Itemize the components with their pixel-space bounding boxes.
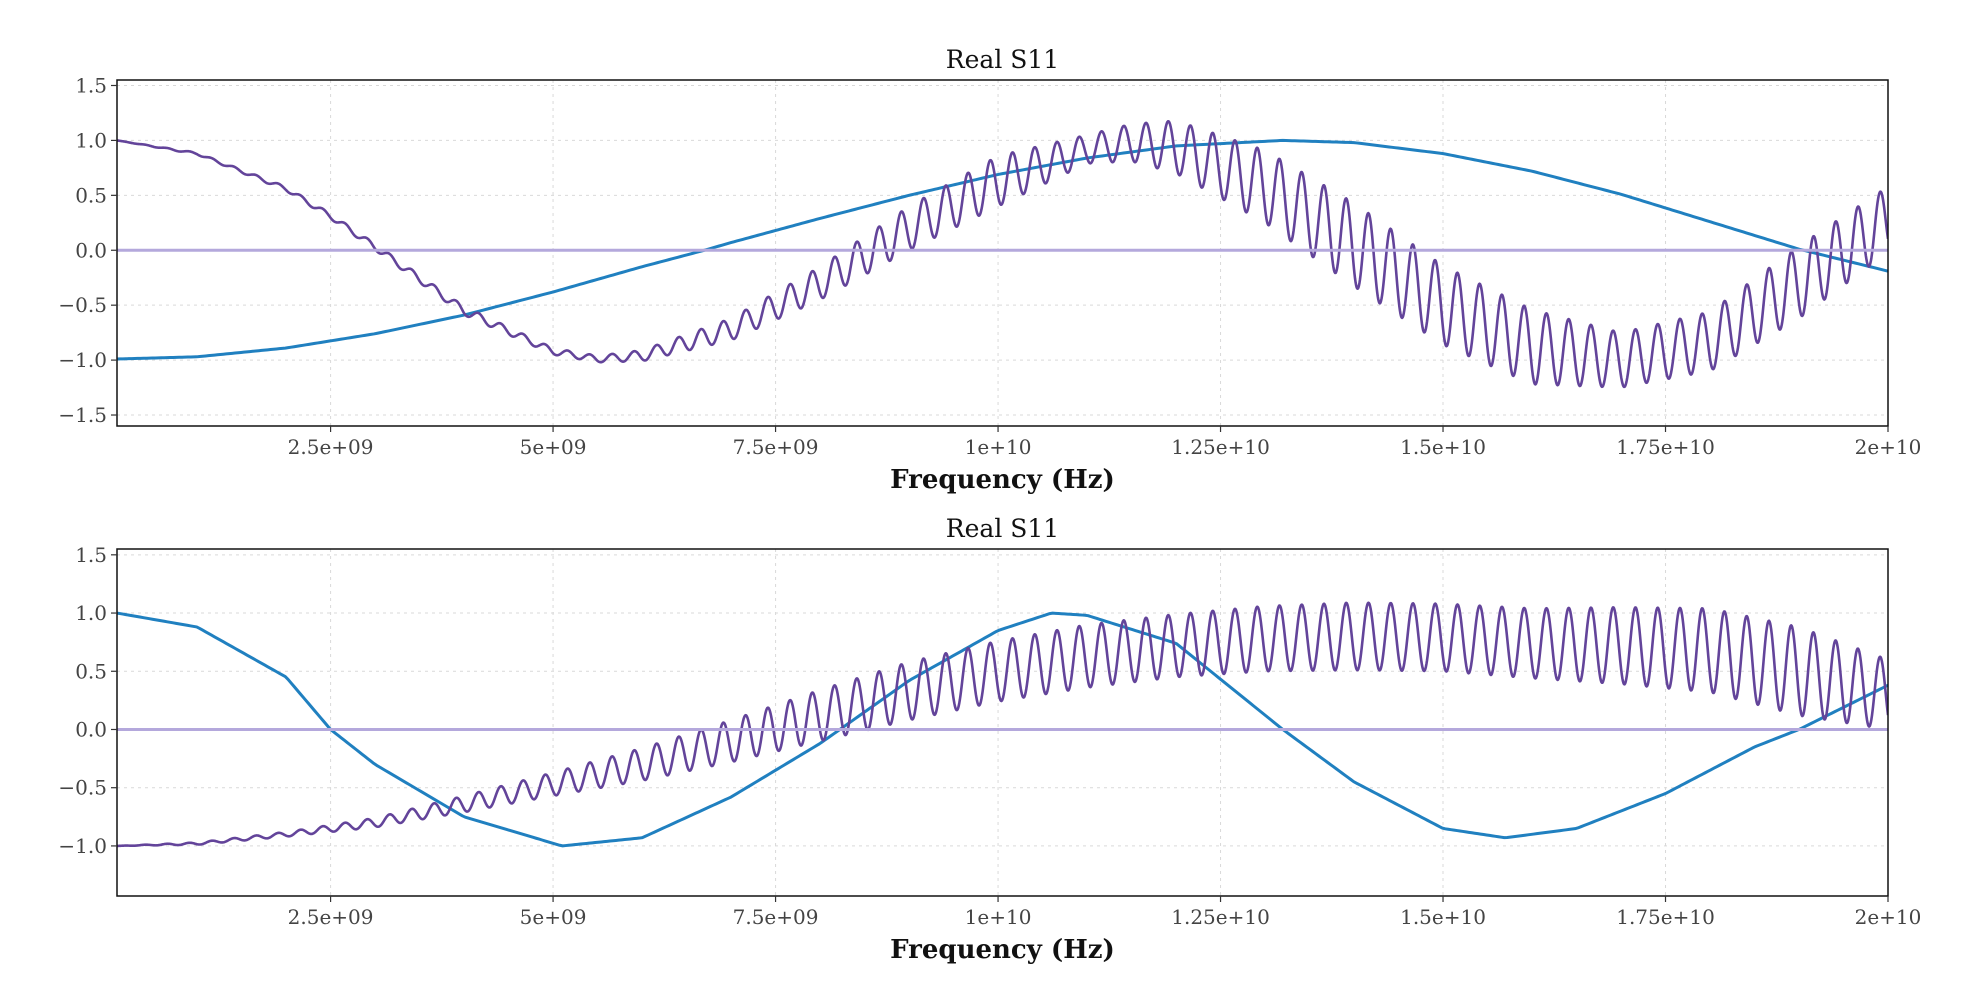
x-tick-label: 2e+10 [1855,905,1922,929]
plot-frame [116,548,1889,897]
y-tick-label: 0.0 [75,717,107,741]
x-tick-label: 1.25e+10 [1171,905,1270,929]
chart-title: Real S11 [946,45,1059,74]
series-line-1 [117,611,1888,848]
y-tick-label: 1.5 [75,543,107,567]
x-tick-label: 2e+10 [1855,435,1922,459]
y-tick-label: −1.5 [58,403,107,427]
x-tick-label: 1e+10 [965,905,1032,929]
y-tick-label: 1.0 [75,128,107,152]
chart-title: Real S11 [946,514,1059,543]
y-tick-label: −0.5 [58,776,107,800]
series-line-2 [117,601,1888,848]
x-tick-label: 5e+09 [520,905,587,929]
y-tick-label: −0.5 [58,293,107,317]
x-axis-label: Frequency (Hz) [890,935,1115,965]
plot-frame [116,79,1889,427]
series-line-1 [117,138,1888,361]
x-axis-label: Frequency (Hz) [890,465,1115,495]
x-tick-label: 1.75e+10 [1616,905,1715,929]
x-tick-label: 1.5e+10 [1400,435,1486,459]
y-tick-label: −1.0 [58,348,107,372]
series-line-2 [117,119,1888,389]
chart-panel-2: 2.5e+09 5e+09 7.5e+09 1e+10 1.25e+10 1.5e+10 1… [58,514,1921,965]
y-tick-label: 0.5 [75,183,107,207]
y-tick-label: 0.5 [75,659,107,683]
x-tick-label: 2.5e+09 [288,905,374,929]
x-tick-label: 1.5e+10 [1400,905,1486,929]
y-tick-label: −1.0 [58,834,107,858]
x-tick-label: 1.25e+10 [1171,435,1270,459]
y-tick-label: 1.0 [75,601,107,625]
x-tick-label: 7.5e+09 [733,435,819,459]
x-tick-label: 7.5e+09 [733,905,819,929]
y-tick-label: 0.0 [75,238,107,262]
x-tick-label: 1.75e+10 [1616,435,1715,459]
x-tick-label: 2.5e+09 [288,435,374,459]
x-tick-label: 1e+10 [965,435,1032,459]
x-tick-label: 5e+09 [520,435,587,459]
chart-panel-1: 2.5e+09 5e+09 7.5e+09 1e+10 1.25e+10 1.5e+10 1… [58,45,1921,495]
y-tick-label: 1.5 [75,73,107,97]
